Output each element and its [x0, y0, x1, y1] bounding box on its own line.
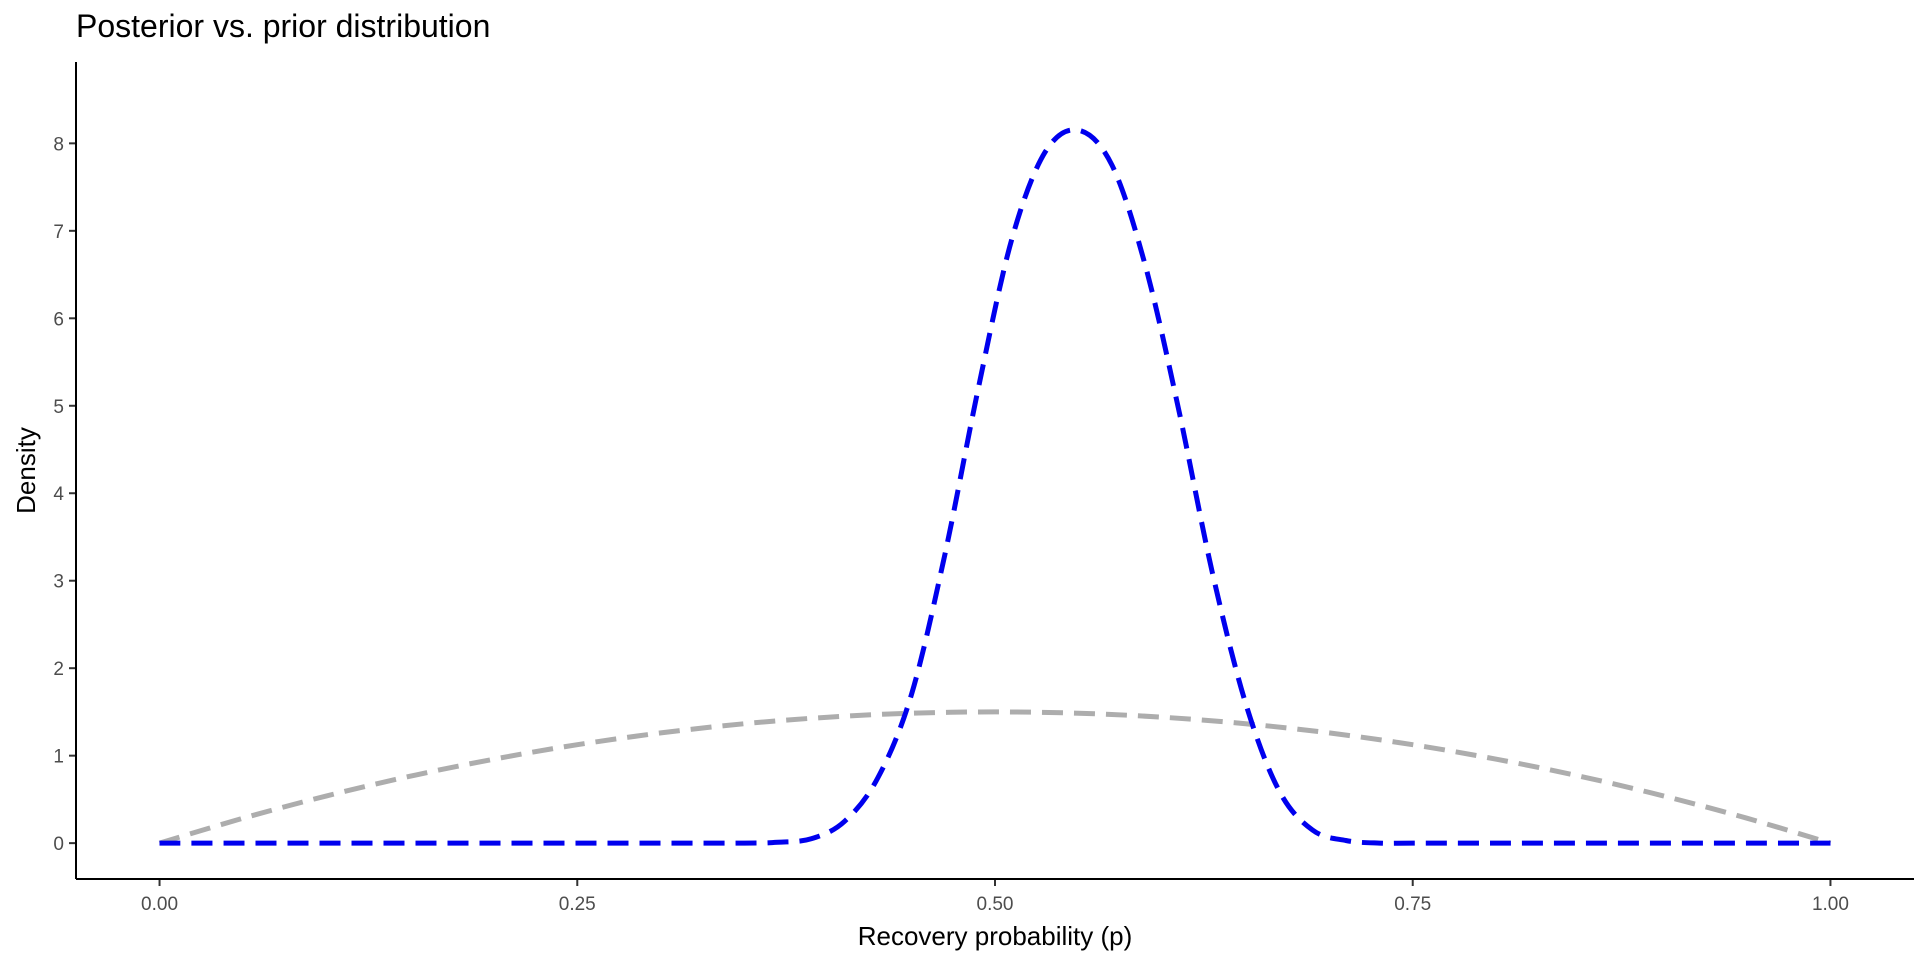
- x-tick-label: 0.25: [559, 894, 596, 915]
- y-tick-label: 2: [53, 659, 64, 680]
- x-tick-label: 0.50: [977, 894, 1014, 915]
- y-tick-label: 3: [53, 572, 64, 593]
- prior-density-line: [158, 709, 1832, 846]
- x-tick-label: 0.00: [141, 894, 178, 915]
- x-tick-label: 0.75: [1394, 894, 1431, 915]
- y-tick-label: 0: [53, 834, 64, 855]
- y-axis-title: Density: [11, 427, 41, 514]
- y-tick-label: 8: [53, 134, 64, 155]
- y-tick-label: 1: [53, 747, 64, 768]
- series-layer: [158, 127, 1832, 846]
- chart-title: Posterior vs. prior distribution: [76, 8, 491, 44]
- y-tick-label: 6: [53, 309, 64, 330]
- y-axis: 0 1 2 3 4 5 6 7 8: [53, 134, 76, 855]
- y-tick-label: 7: [53, 222, 64, 243]
- x-axis: 0.00 0.25 0.50 0.75 1.00: [141, 879, 1849, 915]
- x-tick-label: 1.00: [1812, 894, 1849, 915]
- y-tick-label: 4: [53, 484, 64, 505]
- posterior-density-line: [159, 127, 1831, 846]
- y-tick-label: 5: [53, 397, 64, 418]
- x-axis-title: Recovery probability (p): [858, 921, 1133, 951]
